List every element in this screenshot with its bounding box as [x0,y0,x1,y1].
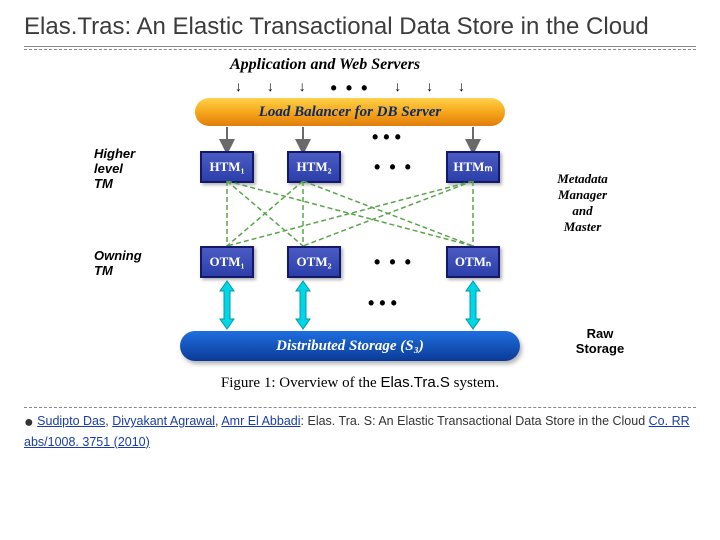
mesh-lines [200,181,500,246]
author-link-3[interactable]: Amr El Abbadi [221,414,300,428]
app-servers-label: Application and Web Servers [230,56,420,74]
citation-footnote: ● Sudipto Das, Divyakant Agrawal, Amr El… [0,412,720,450]
arrows-app-to-lb: ↓↓↓ • • • ↓↓↓ [235,78,465,99]
title-rule-dashed [24,49,696,50]
footnote-separator [24,407,696,408]
owning-tm-label: Owning TM [94,248,142,278]
dots-1: • • • [331,78,370,99]
architecture-diagram: Application and Web Servers ↓↓↓ • • • ↓↓… [100,56,620,401]
page-title: Elas.Tras: An Elastic Transactional Data… [0,0,720,46]
cyan-arrows: • • • [200,279,500,331]
svg-text:• • •: • • • [368,293,397,313]
htm-box-1: HTM₁ [200,151,254,183]
otm-box-n: OTMₙ [446,246,500,278]
bullet-icon: ● [24,414,34,431]
distributed-storage-bar: Distributed Storage (S₃) [180,331,520,361]
metadata-manager-label: Metadata Manager and Master [535,171,630,235]
title-rule [24,46,696,47]
higher-level-tm-label: Higher level TM [94,146,135,191]
arrows-lb-to-htm: • • • [200,127,500,151]
raw-storage-label: Raw Storage [560,326,640,356]
author-link-2[interactable]: Divyakant Agrawal [112,414,215,428]
otm-box-2: OTM₂ [287,246,341,278]
otm-box-1: OTM₁ [200,246,254,278]
author-link-1[interactable]: Sudipto Das [37,414,105,428]
svg-text:• • •: • • • [372,127,401,147]
htm-row: HTM₁ HTM₂ • • • HTMₘ [200,151,500,183]
figure-caption: Figure 1: Overview of the Elas.Tra.S sys… [100,374,620,392]
load-balancer-bar: Load Balancer for DB Server [195,98,505,126]
otm-row: OTM₁ OTM₂ • • • OTMₙ [200,246,500,278]
dots-otm: • • • [374,252,413,273]
paper-title: Elas. Tra. S: An Elastic Transactional D… [307,414,648,428]
htm-box-m: HTMₘ [446,151,500,183]
dots-htm: • • • [374,157,413,178]
htm-box-2: HTM₂ [287,151,341,183]
